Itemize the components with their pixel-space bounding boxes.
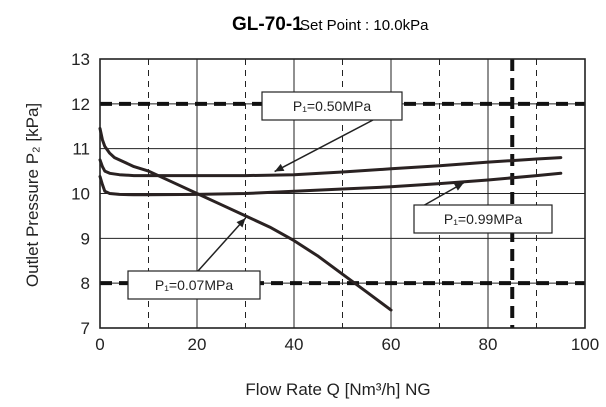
series-line-1 (98, 171, 563, 197)
x-tick-label: 100 (571, 335, 599, 354)
x-tick-label: 20 (188, 335, 207, 354)
chart-title: GL-70-1 (232, 14, 303, 35)
plot-frame (99, 58, 586, 329)
series-line-2 (98, 127, 393, 312)
x-tick-label: 80 (479, 335, 498, 354)
x-tick-labels: 0 20 40 60 80 100 (95, 335, 599, 354)
x-tick-label: 60 (382, 335, 401, 354)
y-tick-label: 13 (71, 50, 90, 69)
x-tick-label: 40 (285, 335, 304, 354)
annotation-box (261, 91, 403, 121)
annotation-label: P₁=0.99MPa (444, 211, 522, 227)
annotation-box (413, 204, 553, 234)
x-tick-label: 0 (95, 335, 104, 354)
x-axis-label: Flow Rate Q [Nm³/h] NG (245, 380, 430, 399)
annotation-label: P₁=0.50MPa (293, 98, 371, 114)
chart-subtitle: Set Point : 10.0kPa (300, 17, 429, 34)
annotation-label: P₁=0.07MPa (155, 277, 233, 293)
y-tick-label: 8 (81, 274, 90, 293)
y-tick-labels: 7 8 9 10 11 12 13 (71, 50, 90, 338)
annotation-arrowhead (453, 182, 464, 191)
y-tick-label: 11 (72, 140, 90, 159)
annotation-leader (197, 217, 247, 272)
annotation-arrowhead (236, 218, 246, 228)
annotation-box (127, 270, 261, 300)
y-tick-label: 10 (71, 185, 90, 204)
series-line-0 (98, 156, 563, 178)
y-tick-label: 7 (81, 319, 90, 338)
y-axis-label: Outlet Pressure P₂ [kPa] (23, 103, 42, 287)
annotations: P₁=0.50MPa P₁=0.99MPa P₁=0.07MPa (127, 91, 553, 300)
annotation-arrowhead (274, 163, 285, 172)
y-tick-label: 9 (81, 229, 90, 248)
series-group (98, 127, 563, 312)
y-tick-label: 12 (71, 95, 90, 114)
annotation-leader (274, 119, 374, 173)
